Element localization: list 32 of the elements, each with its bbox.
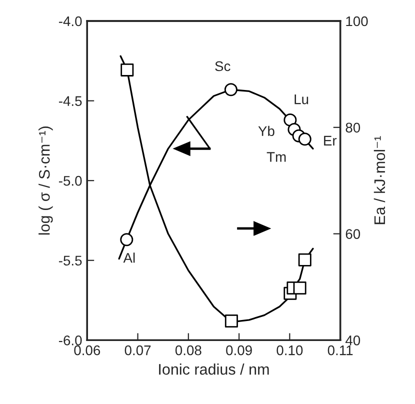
point — [298, 253, 312, 266]
point — [298, 132, 312, 146]
y-tick-label: -4.5 — [58, 96, 82, 106]
y-tick-label: -4.0 — [58, 16, 82, 26]
annotation: Lu — [294, 94, 308, 104]
point — [224, 314, 238, 328]
y-tick-label: -6.0 — [58, 336, 82, 346]
x-tick-label: 0.08 — [175, 345, 202, 356]
y2-axis-title: Ea / kJ·mol⁻¹ — [374, 136, 386, 224]
x-tick-label: 0.11 — [328, 345, 353, 356]
y2-tick-label: 40 — [345, 336, 360, 346]
annotation: Er — [324, 136, 337, 146]
x-axis-title: Ionic radius / nm — [159, 364, 269, 375]
point — [224, 83, 238, 96]
x-tick-label: 0.09 — [226, 345, 252, 356]
annotation: Yb — [258, 126, 274, 136]
y2-tick-label: 80 — [346, 122, 360, 133]
annotation: Sc — [215, 61, 230, 72]
y-axis-title: log ( σ / S·cm⁻¹) — [38, 126, 53, 235]
point — [293, 282, 306, 295]
y-tick-label: -5.0 — [58, 176, 82, 186]
x-tick-label: 0.10 — [276, 345, 303, 356]
y2-tick-label: 100 — [346, 16, 368, 26]
annotation: Al — [123, 252, 135, 263]
x-tick-label: 0.06 — [74, 345, 100, 356]
point — [120, 63, 134, 76]
point — [284, 113, 297, 126]
x-tick-label: 0.07 — [124, 345, 151, 356]
y2-tick-label: 60 — [346, 229, 360, 239]
point — [120, 233, 134, 246]
annotation: Tm — [266, 152, 286, 162]
y-tick-label: -5.5 — [58, 256, 82, 266]
